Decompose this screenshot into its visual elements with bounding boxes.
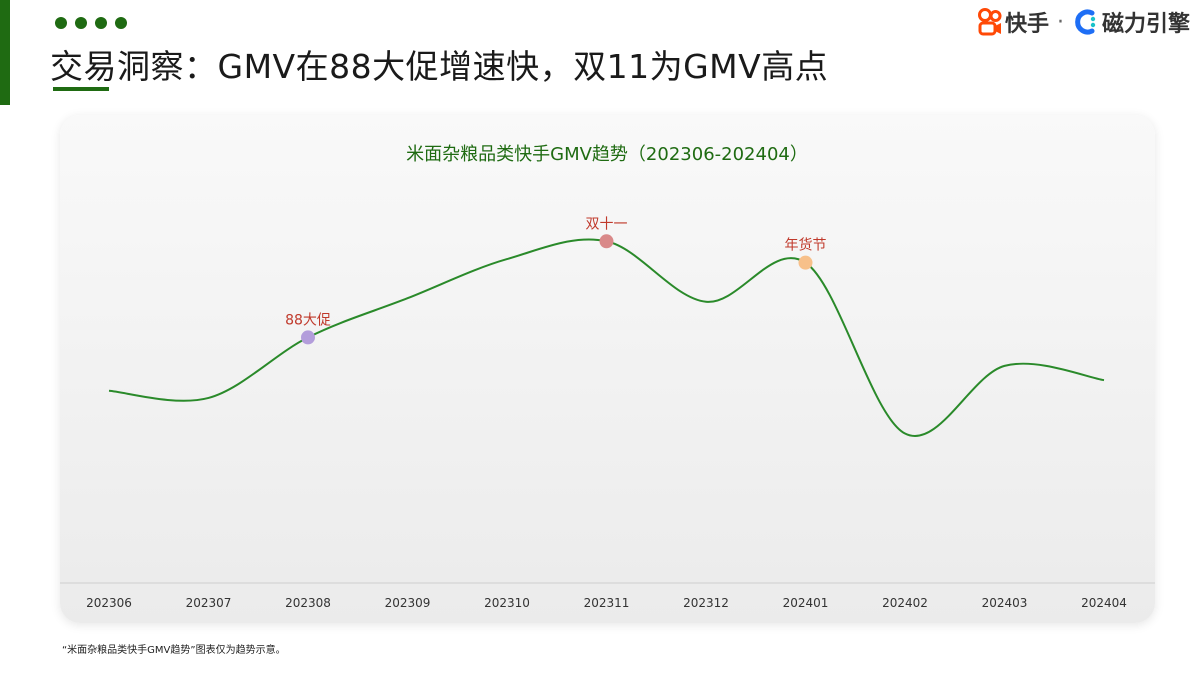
annotation-label: 88大促	[285, 312, 331, 328]
decor-dot	[95, 17, 107, 29]
x-tick-label: 202404	[1081, 596, 1127, 610]
annotation-label: 双十一	[586, 216, 628, 232]
annotation-label: 年货节	[785, 237, 827, 254]
x-tick-label: 202312	[683, 596, 729, 610]
chart-card: 米面杂粮品类快手GMV趋势（202306-202404） 88大促 双十一 年货节 …	[60, 115, 1155, 623]
x-tick-label: 202310	[484, 596, 530, 610]
page-title: 交易洞察：GMV在88大促增速快，双11为GMV高点	[50, 47, 829, 86]
x-tick-label: 202307	[186, 596, 232, 610]
brand-kuaishou-text: 快手	[1004, 12, 1049, 37]
annotation-marker	[301, 330, 315, 345]
chart-title: 米面杂粮品类快手GMV趋势（202306-202404）	[406, 144, 808, 165]
x-tick-label: 202402	[882, 596, 928, 610]
brand-cili-text: 磁力引擎	[1101, 12, 1190, 37]
x-tick-label: 202311	[584, 596, 630, 610]
gmv-series-line	[108, 238, 1105, 437]
footnote: “米面杂粮品类快手GMV趋势”图表仅为趋势示意。	[62, 645, 286, 656]
cili-logo-icon	[1075, 9, 1096, 35]
decor-dot	[115, 17, 127, 29]
decor-dot	[75, 17, 87, 29]
brand-separator: ·	[1056, 9, 1064, 35]
x-tick-label: 202401	[783, 596, 829, 610]
brand-logos: 快手 · 磁力引擎	[977, 7, 1190, 37]
x-tick-label: 202403	[982, 596, 1028, 610]
decor-dots	[55, 17, 127, 29]
x-tick-label: 202306	[86, 596, 132, 610]
kuaishou-logo-icon	[977, 8, 1002, 36]
annotation-marker	[798, 255, 813, 270]
x-tick-label: 202309	[385, 596, 431, 610]
x-tick-label: 202308	[285, 596, 331, 610]
annotation-marker	[599, 234, 614, 249]
accent-bar	[0, 0, 10, 105]
gmv-trend-chart: 米面杂粮品类快手GMV趋势（202306-202404） 88大促双十一年货节 …	[60, 144, 1155, 610]
decor-dot	[55, 17, 67, 29]
title-underline	[53, 87, 109, 91]
